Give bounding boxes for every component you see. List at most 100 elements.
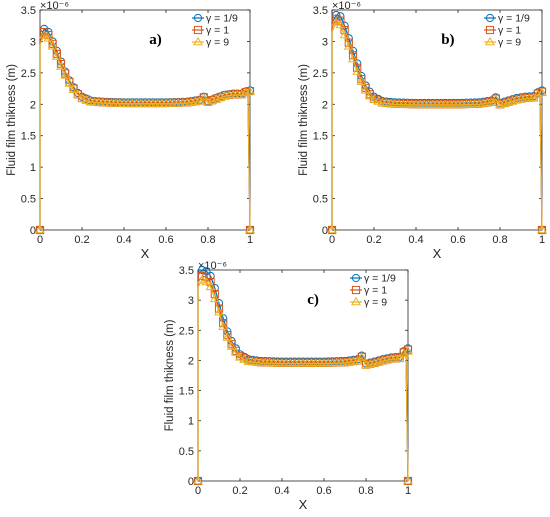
y-tick-label: 1.5 — [313, 131, 328, 143]
y-exponent-label: ×10⁻⁶ — [40, 0, 69, 12]
data-point — [236, 89, 247, 99]
data-point — [60, 70, 71, 79]
data-point — [205, 281, 216, 291]
triangle-marker-icon — [193, 36, 203, 46]
plot-area — [331, 9, 543, 231]
data-point — [327, 224, 337, 234]
y-tick-label: 3 — [188, 295, 194, 307]
data-point — [226, 341, 237, 350]
data-point — [343, 41, 354, 50]
data-point — [356, 352, 367, 361]
y-tick-label: 2 — [322, 99, 328, 111]
x-axis-label: X — [299, 497, 308, 512]
data-point — [35, 224, 45, 234]
x-tick-label: 0.8 — [200, 234, 215, 246]
square-marker-icon — [485, 25, 495, 35]
series-triangle — [327, 17, 547, 234]
data-point — [398, 348, 409, 357]
data-point — [239, 354, 250, 363]
y-tick-label: 0 — [188, 476, 194, 488]
data-point — [207, 95, 218, 105]
y-tick-label: 3 — [322, 36, 328, 48]
legend-entry: γ = 1 — [364, 285, 387, 297]
panel-label: c) — [307, 292, 319, 308]
data-point — [335, 20, 346, 29]
y-axis-label: Fluid film thikness (m) — [298, 64, 310, 176]
y-exponent-label: ×10⁻⁶ — [332, 0, 361, 12]
y-tick-label: 0 — [322, 225, 328, 237]
plot-area — [39, 9, 251, 231]
y-axis-label: Fluid film thikness (m) — [6, 64, 18, 176]
data-point — [352, 66, 363, 75]
data-point — [490, 94, 501, 103]
data-point — [47, 41, 58, 50]
y-tick-label: 2 — [188, 355, 194, 367]
square-marker-icon — [193, 25, 203, 35]
circle-marker-icon — [351, 273, 361, 283]
data-point — [222, 332, 233, 341]
x-tick-label: 0.4 — [408, 234, 423, 246]
x-tick-label: 0 — [195, 485, 201, 497]
x-axis-label: X — [141, 246, 150, 261]
data-point — [507, 96, 518, 105]
x-tick-label: 0.2 — [232, 485, 247, 497]
circle-marker-icon — [485, 13, 495, 23]
data-point — [201, 276, 212, 286]
data-point — [403, 475, 413, 485]
data-point — [211, 94, 222, 103]
data-point — [245, 86, 255, 95]
chart-panel-c: 0 0.5 1 1.5 2 2.5 3 3.5 0 0.2 0.4 0.6 0.8 1 X Fluid fil… — [164, 260, 413, 512]
y-tick-label: 0 — [30, 225, 36, 237]
data-point — [369, 358, 380, 367]
data-point — [197, 275, 208, 284]
y-tick-label: 1 — [30, 162, 36, 174]
data-point — [43, 33, 54, 42]
data-point — [56, 61, 66, 70]
square-marker-icon — [351, 285, 361, 295]
data-point — [532, 89, 543, 98]
data-point — [61, 69, 70, 78]
data-point — [198, 92, 209, 102]
data-point — [193, 475, 203, 485]
plot-area — [197, 269, 409, 482]
y-tick-label: 0.5 — [179, 446, 194, 458]
legend-entry: γ = 1/9 — [364, 273, 396, 285]
data-point — [64, 78, 75, 87]
data-point — [336, 12, 345, 21]
legend-entry: γ = 9 — [498, 37, 521, 49]
data-point — [202, 267, 211, 276]
data-point — [215, 92, 226, 101]
chart-panel-b: 0 0.5 1 1.5 2 2.5 3 3.5 0 0.2 0.4 0.6 0.8 1 X Fluid fil… — [298, 0, 547, 261]
data-point — [356, 76, 367, 85]
x-tick-label: 1 — [405, 485, 411, 497]
y-tick-label: 1.5 — [21, 131, 36, 143]
x-tick-label: 0.4 — [116, 234, 131, 246]
data-point — [72, 89, 83, 99]
x-axis-label: X — [433, 246, 442, 261]
data-point — [495, 99, 505, 109]
data-point — [365, 90, 374, 99]
data-point — [198, 265, 207, 275]
legend-entry: γ = 1 — [498, 25, 521, 37]
data-point — [214, 307, 224, 316]
data-point — [394, 353, 405, 362]
legend-entry: γ = 1/9 — [206, 13, 238, 25]
panel-label: a) — [149, 32, 162, 48]
data-point — [373, 357, 384, 366]
triangle-marker-icon — [485, 36, 495, 46]
legend-entry: γ = 1 — [206, 25, 229, 37]
data-point — [373, 96, 384, 105]
data-point — [499, 98, 510, 107]
data-point — [403, 346, 413, 355]
data-point — [331, 17, 342, 26]
data-point — [336, 16, 345, 25]
y-tick-label: 3 — [30, 36, 36, 48]
y-tick-label: 1 — [188, 416, 194, 428]
x-tick-label: 0.6 — [158, 234, 173, 246]
data-point — [369, 94, 379, 104]
data-point — [81, 95, 92, 104]
data-point — [235, 352, 245, 361]
triangle-marker-icon — [351, 296, 361, 306]
y-tick-label: 3.5 — [21, 5, 36, 17]
